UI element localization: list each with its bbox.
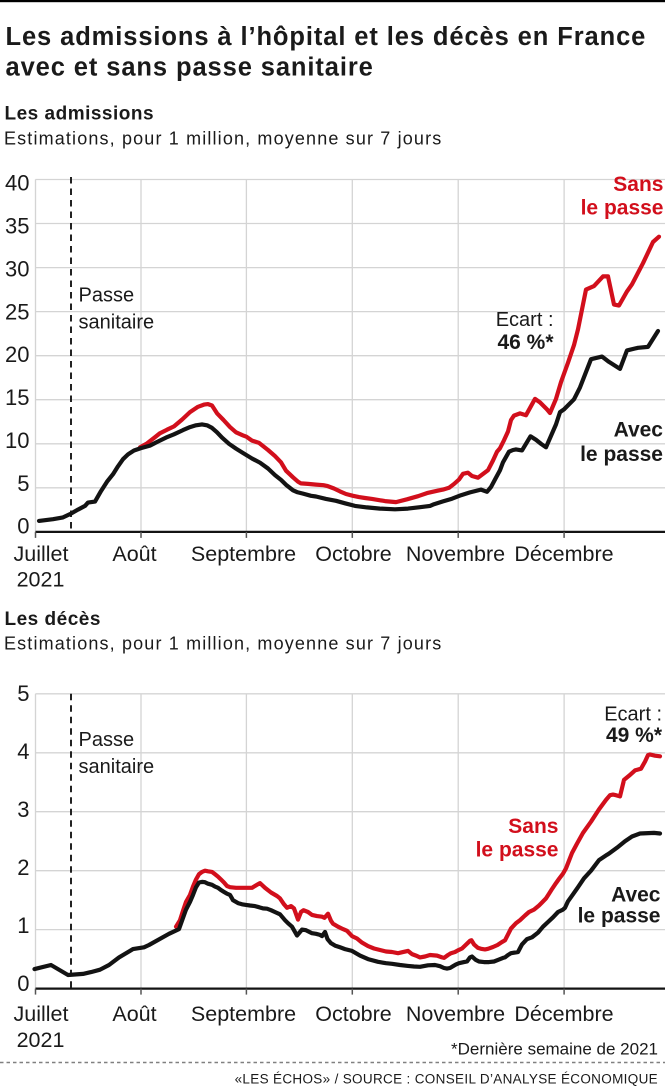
svg-text:le passe: le passe — [581, 197, 664, 220]
svg-text:30: 30 — [5, 257, 29, 282]
svg-text:40: 40 — [5, 171, 29, 196]
svg-text:20: 20 — [5, 342, 29, 367]
svg-text:Octobre: Octobre — [315, 1002, 391, 1026]
svg-text:Septembre: Septembre — [191, 542, 296, 566]
svg-text:Les admissions: Les admissions — [5, 104, 155, 125]
svg-text:le passe: le passe — [580, 443, 663, 466]
svg-text:Décembre: Décembre — [514, 1002, 613, 1026]
svg-text:49 %*: 49 %* — [606, 724, 663, 747]
svg-text:2: 2 — [17, 855, 29, 880]
svg-text:1: 1 — [17, 913, 29, 938]
svg-text:sanitaire: sanitaire — [79, 756, 155, 778]
svg-text:le passe: le passe — [578, 905, 661, 928]
svg-text:2021: 2021 — [17, 568, 65, 592]
svg-text:Les décès: Les décès — [5, 609, 101, 630]
svg-text:2021: 2021 — [17, 1028, 65, 1052]
svg-text:Estimations, pour 1 million, m: Estimations, pour 1 million, moyenne sur… — [4, 634, 442, 654]
svg-text:le passe: le passe — [476, 839, 559, 862]
svg-text:25: 25 — [5, 299, 29, 324]
svg-text:Novembre: Novembre — [406, 542, 505, 566]
svg-text:10: 10 — [5, 428, 29, 453]
svg-text:35: 35 — [5, 214, 29, 239]
svg-text:Passe: Passe — [79, 729, 135, 751]
svg-text:0: 0 — [17, 514, 29, 539]
svg-text:Ecart :: Ecart : — [604, 704, 662, 726]
svg-text:0: 0 — [17, 971, 29, 996]
svg-text:Ecart :: Ecart : — [496, 309, 554, 331]
svg-text:5: 5 — [17, 471, 29, 496]
svg-text:avec et sans passe sanitaire: avec et sans passe sanitaire — [6, 54, 374, 82]
svg-text:Novembre: Novembre — [406, 1002, 505, 1026]
svg-text:3: 3 — [17, 797, 29, 822]
svg-text:5: 5 — [17, 681, 29, 706]
svg-text:Les admissions à l’hôpital et: Les admissions à l’hôpital et les décès … — [6, 23, 647, 51]
svg-text:sanitaire: sanitaire — [79, 312, 155, 334]
svg-text:«LES ÉCHOS» / SOURCE : CONSEIL: «LES ÉCHOS» / SOURCE : CONSEIL D’ANALYSE… — [235, 1072, 658, 1087]
svg-text:Sans: Sans — [508, 815, 558, 838]
svg-text:Août: Août — [112, 1002, 156, 1026]
svg-text:*Dernière semaine de 2021: *Dernière semaine de 2021 — [451, 1040, 658, 1059]
svg-text:Décembre: Décembre — [514, 542, 613, 566]
svg-text:Sans: Sans — [613, 173, 663, 196]
svg-text:Passe: Passe — [79, 285, 135, 307]
svg-text:Avec: Avec — [611, 884, 661, 907]
svg-text:46 %*: 46 %* — [497, 331, 554, 354]
svg-text:Juillet: Juillet — [14, 1002, 69, 1026]
svg-text:Août: Août — [112, 542, 156, 566]
svg-text:Septembre: Septembre — [191, 1002, 296, 1026]
svg-text:15: 15 — [5, 385, 29, 410]
svg-text:Estimations, pour 1 million, m: Estimations, pour 1 million, moyenne sur… — [4, 129, 442, 149]
svg-text:Octobre: Octobre — [315, 542, 391, 566]
svg-text:Avec: Avec — [614, 419, 664, 442]
svg-text:4: 4 — [17, 739, 29, 764]
svg-text:Juillet: Juillet — [14, 542, 69, 566]
